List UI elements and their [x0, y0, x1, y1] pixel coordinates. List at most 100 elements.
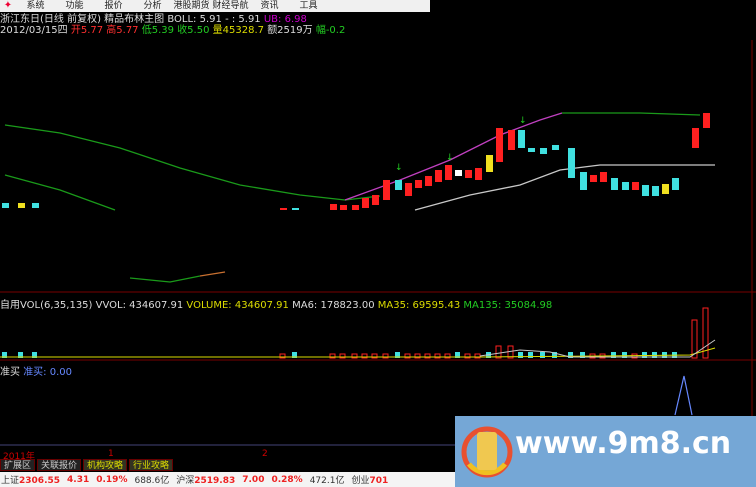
candle [552, 145, 559, 150]
candlesticks: ↓ ↓ ↓ [2, 113, 710, 210]
buy-signal-arrow-icon: ↓ [446, 153, 454, 163]
candle [395, 180, 402, 190]
candle [330, 204, 337, 210]
menu-system[interactable]: 系统 [26, 1, 45, 11]
volume-bar [691, 319, 698, 359]
tab-industry[interactable]: 行业攻略 [129, 459, 174, 471]
volume-panel-header: 自用VOL(6,35,135) VVOL: 434607.91 VOLUME: … [0, 296, 552, 311]
candle [372, 195, 379, 205]
candle [415, 180, 422, 188]
volume-bars [2, 307, 709, 359]
bar-low: 低5.39 [141, 25, 174, 36]
buy-signal-arrow-icon: ↓ [519, 116, 527, 126]
candle [2, 203, 9, 208]
menu-news[interactable]: 资讯 [260, 1, 279, 11]
volume-ma-line [0, 347, 716, 358]
hs-amount: 472.1亿 [309, 476, 345, 486]
bar-change: 幅-0.2 [315, 25, 346, 36]
candle [405, 183, 412, 196]
candle [600, 172, 607, 182]
hs-pct: 0.28% [271, 474, 303, 485]
tab-extension[interactable]: 扩展区 [0, 459, 36, 471]
volume-bar [611, 352, 616, 358]
volume-bar [279, 353, 286, 359]
menu-analysis[interactable]: 分析 [143, 1, 162, 11]
sh-label: 上证 [1, 476, 20, 486]
volume-bar [622, 352, 627, 358]
ma-line-bottom [129, 275, 201, 283]
menu-tools[interactable]: 工具 [299, 1, 318, 11]
menu-hk-futures[interactable]: 港股期货 [173, 1, 210, 11]
candle [642, 185, 649, 196]
boll-ub: UB: 6.98 [263, 14, 307, 25]
volume-bar [361, 353, 368, 359]
sh-change: 4.31 [67, 474, 90, 485]
volume-bar [642, 352, 647, 358]
menu-finance-nav[interactable]: 财经导航 [212, 1, 249, 11]
candle [486, 155, 493, 172]
tab-institution[interactable]: 机构攻略 [83, 459, 128, 471]
candle [280, 208, 287, 210]
menu-function[interactable]: 功能 [65, 1, 84, 11]
volume-bar [580, 352, 585, 358]
signal-spike [674, 375, 693, 416]
candle [32, 203, 39, 208]
candle [465, 170, 472, 178]
boll-value: BOLL: 5.91 [167, 14, 222, 25]
ma-line-bottom-2 [199, 271, 226, 277]
ma6-value: MA6: 178823.00 [292, 300, 375, 311]
volume-bar [444, 353, 451, 359]
candle [508, 130, 515, 150]
volume-bar [568, 352, 573, 358]
bar-open: 开5.77 [70, 25, 104, 36]
candle [362, 198, 369, 208]
boll-upper-line [344, 112, 563, 201]
axis-year: 2011年 [3, 452, 35, 462]
candle [568, 148, 575, 178]
buy-signal-arrow-icon: ↓ [395, 163, 403, 173]
volume-bar [540, 352, 545, 358]
candle [383, 180, 390, 200]
ma-line-short [4, 174, 116, 211]
candle [672, 178, 679, 190]
bar-high: 高5.77 [106, 25, 139, 36]
chart-title: 浙江东日(日线 前复权) 精品布林主图 [0, 14, 165, 25]
axis-month-2: 2 [262, 449, 268, 459]
axis-month-1: 1 [108, 449, 114, 459]
volume-bar [552, 352, 557, 358]
candle [352, 205, 359, 210]
bar-info-line: 2012/03/15四 开5.77 高5.77 低5.39 收5.50 量453… [0, 25, 345, 36]
status-bar: 上证2306.55 4.31 0.19% 688.6亿 沪深2519.83 7.… [0, 472, 455, 487]
watermark-banner: www.9m8.cn [455, 416, 756, 487]
candle [652, 186, 659, 196]
boll-mid: - : 5.91 [225, 14, 261, 25]
candle [435, 170, 442, 182]
menu-quote[interactable]: 报价 [104, 1, 123, 11]
volume-bar [702, 307, 709, 359]
tab-related-quote[interactable]: 关联报价 [37, 459, 82, 471]
volume-ma6-line [479, 339, 716, 358]
bar-close: 收5.50 [177, 25, 210, 36]
bar-amount: 额2519万 [267, 25, 313, 36]
hs-change: 7.00 [242, 474, 265, 485]
volume-indicator-label: 自用VOL(6,35,135) [0, 300, 93, 311]
volume-bar [18, 352, 23, 358]
candle [496, 128, 503, 162]
candle [622, 182, 629, 190]
volume-bar [371, 353, 378, 359]
candle [662, 184, 669, 194]
signal-panel-header: 准买 准买: 0.00 [0, 363, 72, 378]
hs-label: 沪深 [176, 476, 195, 486]
candle [540, 148, 547, 154]
volume-bar [518, 352, 523, 358]
candle [475, 168, 482, 180]
app-logo-icon: ✦ [3, 0, 13, 11]
bar-date: 2012/03/15四 [0, 25, 68, 36]
candle [425, 176, 432, 186]
signal-label: 准买 [0, 367, 20, 378]
candle [518, 130, 525, 148]
ma35-value: MA35: 69595.43 [377, 300, 461, 311]
volume-bar [329, 353, 336, 359]
candle [692, 128, 699, 148]
sh-value: 2306.55 [19, 476, 61, 486]
